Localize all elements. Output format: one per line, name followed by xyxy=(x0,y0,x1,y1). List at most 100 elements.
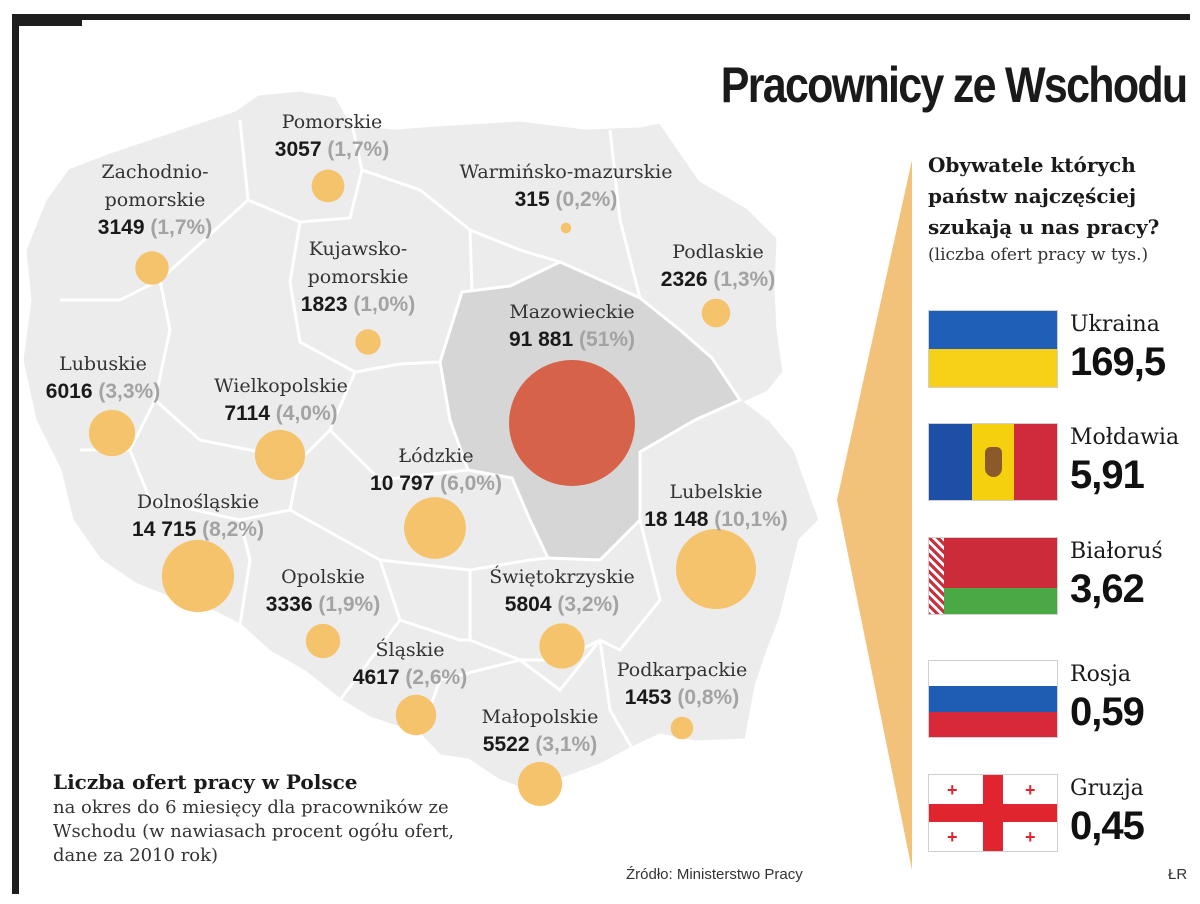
region-label: Łódzkie 10 797 (6,0%) xyxy=(370,445,502,495)
frame-corner xyxy=(12,14,82,26)
bubble-layer xyxy=(88,169,756,807)
country-value: 3,62 xyxy=(1070,567,1145,611)
region-label: Kujawsko-pomorskie 1823 (1,0%) xyxy=(301,238,415,316)
region-bubble xyxy=(355,329,381,355)
region-bubble xyxy=(517,761,563,807)
region-label: Mazowieckie 91 881 (51%) xyxy=(509,301,635,351)
region-label: Świętokrzyskie 5804 (3,2%) xyxy=(489,565,635,616)
region-value: 3336 (1,9%) xyxy=(266,593,380,616)
callout-arrow xyxy=(837,160,912,870)
region-name: Zachodnio- xyxy=(101,161,208,183)
region-value: 7114 (4,0%) xyxy=(224,402,337,425)
region-name: Podkarpackie xyxy=(617,659,748,681)
panel-title: Obywatele których państw najczęściej szu… xyxy=(928,153,1160,239)
country-name: Gruzja xyxy=(1070,776,1144,801)
region-bubble xyxy=(88,409,136,457)
region-bubble xyxy=(509,360,635,486)
region-label: Dolnośląskie 14 715 (8,2%) xyxy=(132,491,264,541)
region-name: Kujawsko- xyxy=(309,238,408,260)
source-note: Źródło: Ministerstwo Pracy xyxy=(626,866,803,883)
legend-description: na okres do 6 miesięcy dla pracowników z… xyxy=(53,797,455,866)
region-value: 1823 (1,0%) xyxy=(301,293,415,316)
region-name: Warmińsko-mazurskie xyxy=(460,161,673,183)
panel-subtitle: (liczba ofert pracy w tys.) xyxy=(928,245,1149,265)
region-name: pomorskie xyxy=(308,266,409,288)
region-value: 3057 (1,7%) xyxy=(275,138,389,161)
region-name: Dolnośląskie xyxy=(137,491,259,513)
region-label: Zachodnio-pomorskie 3149 (1,7%) xyxy=(98,161,212,239)
country-value: 5,91 xyxy=(1070,453,1145,497)
legend-title: Liczba ofert pracy w Polsce xyxy=(53,770,358,794)
region-value: 315 (0,2%) xyxy=(515,188,618,211)
region-name: Świętokrzyskie xyxy=(489,565,635,588)
region-bubble xyxy=(305,623,341,659)
region-bubble xyxy=(670,716,694,740)
frame-left-rule xyxy=(12,14,19,894)
region-bubble xyxy=(254,429,306,481)
belarus-flag xyxy=(928,537,1058,615)
author-credit: ŁR xyxy=(1168,866,1188,883)
country-name: Ukraina xyxy=(1070,312,1160,337)
region-name: Opolskie xyxy=(281,566,365,588)
region-name: Lubelskie xyxy=(670,481,763,503)
region-bubble xyxy=(560,222,572,234)
region-bubble xyxy=(135,251,169,285)
ukraine-flag xyxy=(928,310,1058,388)
region-borders xyxy=(60,119,662,749)
region-name: Łódzkie xyxy=(398,445,473,467)
region-name: Lubuskie xyxy=(59,353,147,375)
countries-panel: Obywatele których państw najczęściej szu… xyxy=(928,150,1190,265)
region-name: Podlaskie xyxy=(672,241,764,263)
country-value: 0,45 xyxy=(1070,804,1145,848)
region-value: 6016 (3,3%) xyxy=(46,380,160,403)
country-georgia: + + + + Gruzja 0,45 xyxy=(928,774,1190,854)
region-name: Wielkopolskie xyxy=(214,375,348,397)
country-value: 169,5 xyxy=(1070,340,1166,384)
region-value: 5522 (3,1%) xyxy=(483,733,597,756)
poland-outline xyxy=(20,88,822,794)
region-value: 3149 (1,7%) xyxy=(98,216,212,239)
region-label: Podkarpackie 1453 (0,8%) xyxy=(617,659,748,709)
country-ukraine: Ukraina 169,5 xyxy=(928,310,1190,390)
country-name: Mołdawia xyxy=(1070,425,1180,450)
region-label: Podlaskie 2326 (1,3%) xyxy=(661,241,775,291)
label-layer: Pomorskie 3057 (1,7%) Zachodnio-pomorskie 3… xyxy=(46,111,788,756)
region-name: Pomorskie xyxy=(282,111,383,133)
moldova-flag xyxy=(928,423,1058,501)
region-value: 10 797 (6,0%) xyxy=(370,472,502,495)
region-bubble xyxy=(395,694,437,736)
region-bubble xyxy=(539,623,585,669)
region-label: Opolskie 3336 (1,9%) xyxy=(266,566,380,616)
region-label: Lubuskie 6016 (3,3%) xyxy=(46,353,160,403)
region-label: Lubelskie 18 148 (10,1%) xyxy=(644,481,788,531)
region-value: 2326 (1,3%) xyxy=(661,268,775,291)
region-label: Pomorskie 3057 (1,7%) xyxy=(275,111,389,161)
region-value: 91 881 (51%) xyxy=(509,328,635,351)
region-label: Śląskie 4617 (2,6%) xyxy=(353,638,467,689)
region-bubble xyxy=(311,169,345,203)
map-legend: Liczba ofert pracy w Polsce na okres do … xyxy=(53,770,513,868)
region-bubble xyxy=(676,529,756,609)
region-label: Małopolskie 5522 (3,1%) xyxy=(482,706,599,756)
region-value: 1453 (0,8%) xyxy=(625,686,739,709)
russia-flag xyxy=(928,660,1058,738)
country-value: 0,59 xyxy=(1070,690,1145,734)
region-value: 4617 (2,6%) xyxy=(353,666,467,689)
country-name: Rosja xyxy=(1070,662,1132,687)
region-name: Małopolskie xyxy=(482,706,599,728)
region-value: 14 715 (8,2%) xyxy=(132,518,264,541)
region-value: 18 148 (10,1%) xyxy=(644,508,788,531)
country-moldova: Mołdawia 5,91 xyxy=(928,423,1190,503)
region-name: Śląskie xyxy=(375,638,444,661)
country-name: Białoruś xyxy=(1070,539,1163,564)
region-value: 5804 (3,2%) xyxy=(505,593,619,616)
georgia-flag: + + + + xyxy=(928,774,1058,852)
country-russia: Rosja 0,59 xyxy=(928,660,1190,740)
region-bubble xyxy=(404,497,466,559)
region-label: Wielkopolskie 7114 (4,0%) xyxy=(214,375,348,425)
region-name: Mazowieckie xyxy=(509,301,634,323)
region-bubble xyxy=(701,298,731,328)
region-label: Warmińsko-mazurskie 315 (0,2%) xyxy=(460,161,673,211)
region-bubble xyxy=(161,539,235,613)
